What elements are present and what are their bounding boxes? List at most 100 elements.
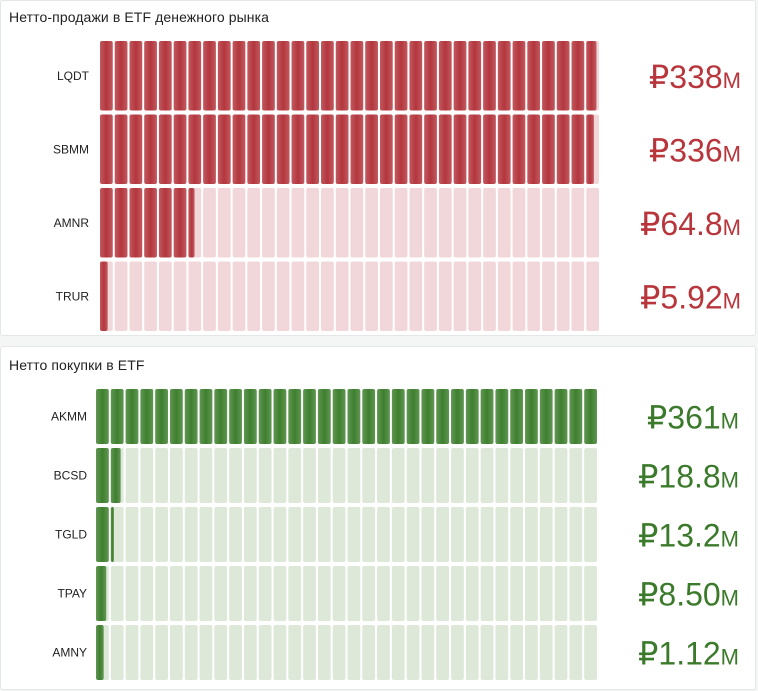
gauge-cell-empty xyxy=(110,625,124,680)
gauge-cell-empty xyxy=(394,188,408,258)
row-value: ₽18.8M xyxy=(638,459,739,495)
gauge-cell-empty xyxy=(362,448,376,503)
gauge-cell-empty xyxy=(125,448,139,503)
gauge-cell-filled xyxy=(96,625,104,680)
gauge-cell-filled xyxy=(273,389,287,444)
gauge-cell-empty xyxy=(317,566,331,621)
gauge-cell-empty xyxy=(258,625,272,680)
gauge-cell-empty xyxy=(243,507,257,562)
gauge-cell-filled xyxy=(110,448,121,503)
gauge-cell-filled xyxy=(495,389,509,444)
gauge-cell-empty xyxy=(480,448,494,503)
bar-row-amnr: AMNR ₽64.8M xyxy=(54,188,741,258)
gauge-cell-filled xyxy=(306,114,320,184)
gauge-cell-empty xyxy=(317,507,331,562)
gauge-cell-empty xyxy=(258,507,272,562)
gauge-cell-empty xyxy=(406,566,420,621)
gauge-cell-empty xyxy=(391,507,405,562)
gauge-cell-empty xyxy=(525,625,538,680)
gauge-cell-empty xyxy=(584,507,597,562)
panel-title: Нетто-продажи в ETF денежного рынка xyxy=(9,9,270,25)
gauge-cell-empty xyxy=(229,566,242,621)
gauge-cell-filled xyxy=(556,41,570,111)
gauge-cell-empty xyxy=(229,507,242,562)
gauge-cell-filled xyxy=(332,389,346,444)
row-label: AMNY xyxy=(52,646,87,660)
gauge-cell-empty xyxy=(258,566,272,621)
gauge-cell-empty xyxy=(306,261,320,331)
gauge-cell-filled xyxy=(525,389,538,444)
gauge-cell-filled xyxy=(424,41,437,111)
gauge-cell-empty xyxy=(199,625,213,680)
gauge-cell-filled xyxy=(406,389,420,444)
gauge-cell-empty xyxy=(214,448,228,503)
gauge-cell-empty xyxy=(438,261,452,331)
gauge-cell-filled xyxy=(527,41,541,111)
gauge-cell-filled xyxy=(571,41,585,111)
gauge-cell-filled xyxy=(347,389,361,444)
gauge-cell-empty xyxy=(335,261,349,331)
row-value: ₽13.2M xyxy=(638,518,739,554)
gauge-cell-empty xyxy=(110,507,124,562)
gauge-cell-empty xyxy=(421,448,435,503)
gauge-cell-empty xyxy=(303,625,316,680)
gauge-cell-filled xyxy=(247,41,261,111)
gauge-cell-filled xyxy=(438,114,452,184)
gauge-cell-empty xyxy=(539,507,553,562)
gauge-cell-empty xyxy=(556,188,570,258)
gauge-cell-empty xyxy=(365,188,378,258)
gauge-cell-filled xyxy=(199,389,213,444)
gauge-cell-empty xyxy=(465,625,479,680)
gauge-cell-filled xyxy=(144,41,157,111)
net-sales-chart: LQDT ₽338M SBMM ₽336M AMNR ₽64.8M TRUR ₽5.92M xyxy=(53,41,741,331)
gauge-cell-filled xyxy=(158,188,172,258)
bar-row-akmm: AKMM ₽361M xyxy=(51,389,739,444)
gauge-cell-filled xyxy=(229,389,242,444)
gauge-cell-empty xyxy=(391,566,405,621)
gauge-cell-empty xyxy=(155,448,168,503)
gauge-cell-empty xyxy=(539,625,553,680)
gauge-cell-empty xyxy=(584,625,597,680)
gauge-cell-empty xyxy=(406,625,420,680)
gauge-cell-empty xyxy=(379,261,393,331)
gauge-cell-filled xyxy=(232,114,246,184)
bar-row-sbmm: SBMM ₽336M xyxy=(53,114,741,184)
gauge-cell-empty xyxy=(465,507,479,562)
row-label: LQDT xyxy=(57,69,90,83)
gauge-cell-empty xyxy=(569,448,583,503)
gauge-cell-filled xyxy=(96,448,109,503)
gauge-cell-empty xyxy=(421,566,435,621)
gauge-cell-empty xyxy=(317,625,331,680)
gauge-cell-empty xyxy=(258,448,272,503)
gauge-cell-filled xyxy=(377,389,390,444)
gauge-cell-filled xyxy=(188,41,202,111)
gauge-cell-empty xyxy=(306,188,320,258)
gauge-cell-filled xyxy=(96,566,107,621)
gauge-cell-empty xyxy=(362,507,376,562)
gauge-cell-empty xyxy=(217,261,231,331)
gauge-cell-empty xyxy=(347,625,361,680)
gauge-cell-filled xyxy=(483,41,496,111)
gauge-cell-filled xyxy=(247,114,261,184)
gauge-cell-empty xyxy=(232,261,246,331)
gauge-cell-empty xyxy=(584,448,597,503)
gauge-cell-empty xyxy=(199,507,213,562)
gauge-cell-empty xyxy=(465,448,479,503)
gauge-cell-empty xyxy=(288,448,302,503)
gauge-cell-empty xyxy=(247,261,261,331)
gauge-cell-filled xyxy=(144,188,157,258)
gauge-cell-empty xyxy=(451,625,464,680)
gauge-cell-empty xyxy=(273,507,287,562)
gauge-cell-filled xyxy=(480,389,494,444)
gauge-cell-empty xyxy=(483,188,496,258)
gauge-cell-empty xyxy=(391,448,405,503)
gauge-cell-empty xyxy=(214,625,228,680)
row-label: TGLD xyxy=(55,528,87,542)
net-buys-panel: Нетто покупки в ETF AKMM ₽361M BCSD ₽18.8M T… xyxy=(0,346,756,690)
gauge-cell-empty xyxy=(539,448,553,503)
gauge-cell-filled xyxy=(129,41,143,111)
gauge-cell-filled xyxy=(468,41,482,111)
gauge-cell-filled xyxy=(556,114,570,184)
gauge-cell-empty xyxy=(569,507,583,562)
gauge-cell-filled xyxy=(110,507,114,562)
